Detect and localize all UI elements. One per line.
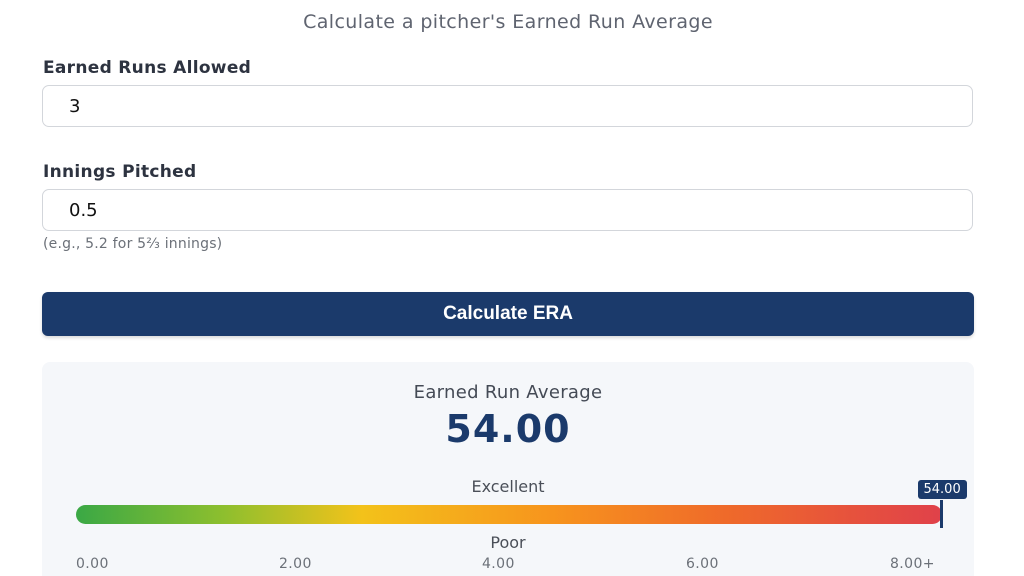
scale-top-label: Excellent <box>471 477 545 496</box>
page-subtitle: Calculate a pitcher's Earned Run Average <box>303 11 713 33</box>
result-label: Earned Run Average <box>413 382 603 403</box>
innings-pitched-input[interactable] <box>42 189 973 231</box>
calculate-era-button[interactable]: Calculate ERA <box>42 292 974 336</box>
era-gauge-bar <box>76 505 942 524</box>
earned-runs-input[interactable] <box>42 85 973 127</box>
innings-hint: (e.g., 5.2 for 5⅔ innings) <box>43 236 223 252</box>
era-value: 54.00 <box>445 407 571 451</box>
scale-tick-4: 8.00+ <box>890 556 935 572</box>
earned-runs-label: Earned Runs Allowed <box>43 58 252 78</box>
scale-tick-3: 6.00 <box>686 556 719 572</box>
scale-tick-2: 4.00 <box>482 556 515 572</box>
scale-tick-0: 0.00 <box>76 556 109 572</box>
scale-bottom-label: Poor <box>490 533 526 552</box>
gauge-marker-tooltip: 54.00 <box>917 480 967 499</box>
innings-pitched-label: Innings Pitched <box>43 162 197 182</box>
era-gauge-marker <box>940 500 943 528</box>
scale-tick-1: 2.00 <box>279 556 312 572</box>
result-card: Earned Run Average 54.00 Excellent 54.00… <box>42 362 974 576</box>
